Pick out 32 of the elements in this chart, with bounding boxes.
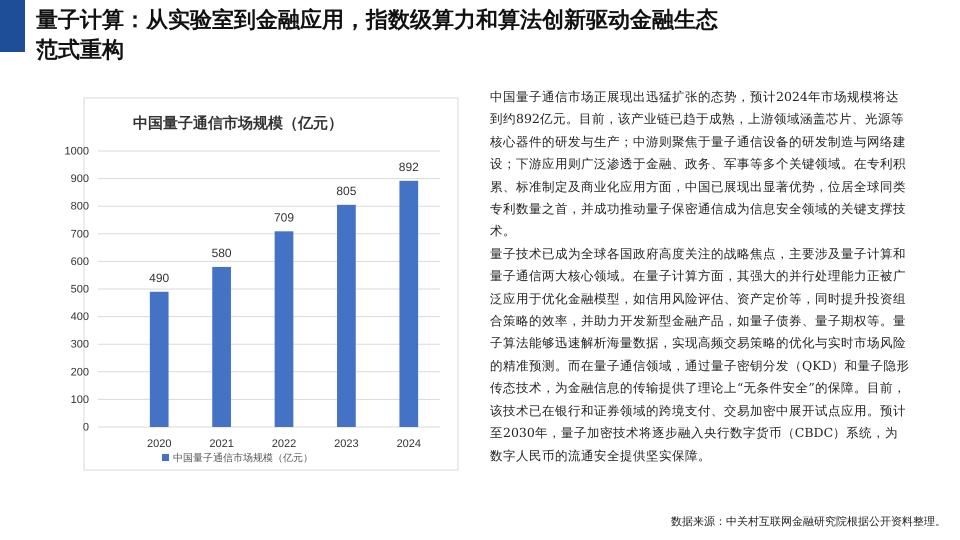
bar xyxy=(212,266,231,427)
text: 量子技术已成为全球各国政府高度关注的战略焦点，主要涉及量子计算和量子通信两大核心领域。在量子计算方面，其强大的并行处理能力正被广泛应用于优化金融模型，如信用风险评估、资产定价等，同时提升投资组合策略的效率，并助力开发新型金融产品，如量子债券、量子期权等。量子算法能够迅速解析海量数据，实现高频交易策略的优化与实时市场风险的精准预测。而在量子通信领域，通过量子密钥分发（QKD）和量子隐形传态技术，为金融信息的传输提供了理论上“无条件安全”的保障。目前，该技术已在银行和证券领域的跨境支付、交易加密中展开试点应用。预计至2030年，量子加密技术将逐步融入央行数字货币（CBDC）系统，为数字人民币的流通安全提供坚实保障。 xyxy=(490,246,910,462)
y-tick-label: 400 xyxy=(70,311,89,324)
y-tick-label: 700 xyxy=(70,228,89,240)
y-tick-label: 100 xyxy=(70,394,89,406)
y-tick-label: 800 xyxy=(70,200,89,213)
text: 中国量子通信市场正展现出迅猛扩张的态势，预计2024年市场规模将达到约892亿元。目前，该产业链已趋于成熟，上游领域涵盖芯片、光源等核心器件的研发与生产；中游则聚焦于量子通信设备的研发制造与网络建设；下游应用则广泛渗透于金融、政务、军事等多个关键领域。在专利积累、标准制定及商业化应用方面，中国已展现出显著优势，位居全球同类专利数量之首，并成功推动量子保密通信成为信息安全领域的关键支撑技术。 xyxy=(490,88,907,240)
x-tick-label: 2020 xyxy=(146,438,172,450)
bar xyxy=(274,231,294,427)
y-tick-label: 200 xyxy=(70,366,89,378)
bar xyxy=(150,292,169,427)
x-tick-label: 2021 xyxy=(209,438,234,450)
y-tick-label: 300 xyxy=(70,338,89,351)
x-tick-label: 2023 xyxy=(334,438,359,450)
bar xyxy=(337,204,356,427)
data-label: 892 xyxy=(398,160,420,174)
bar xyxy=(399,180,418,427)
x-tick-label: 2022 xyxy=(272,438,296,450)
y-tick-label: 1000 xyxy=(64,146,89,158)
chart-subtitle: 量子计算：从实验室到金融应用，指数级算力和算法创新驱动金融生态范式重构 xyxy=(36,6,719,65)
legend-label: 中国量子通信市场规模（亿元） xyxy=(173,452,313,464)
y-tick-label: 900 xyxy=(70,173,89,186)
data-label: 580 xyxy=(212,246,232,260)
y-tick-label: 600 xyxy=(70,256,89,268)
x-tick-label: 2024 xyxy=(396,438,422,450)
chart-title: 中国量子通信市场规模（亿元） xyxy=(133,114,343,132)
source-note: 数据来源：中关村互联网金融研究院根据公开资料整理。 xyxy=(671,514,946,529)
data-label: 805 xyxy=(336,184,357,198)
y-tick-label: 500 xyxy=(70,284,89,296)
y-tick-label: 0 xyxy=(82,422,89,434)
data-label: 709 xyxy=(274,210,294,224)
data-label: 490 xyxy=(149,270,170,285)
